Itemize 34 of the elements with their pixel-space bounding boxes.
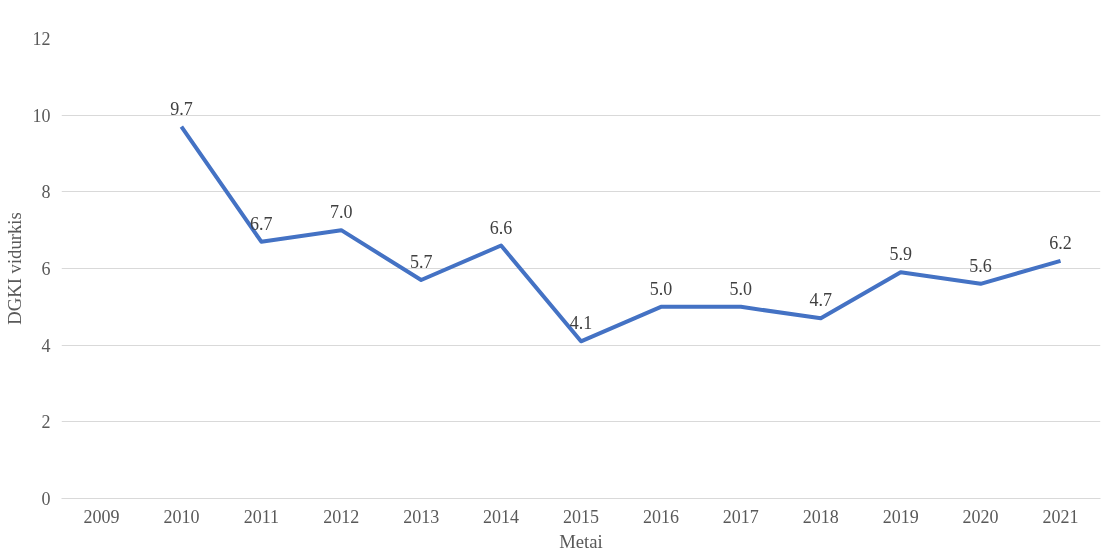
data-label: 6.2 (1049, 232, 1072, 253)
y-axis-title: DGKI vidurkis (3, 212, 25, 325)
data-label: 5.9 (889, 244, 912, 265)
data-label: 5.0 (729, 278, 753, 299)
data-label: 5.6 (969, 255, 992, 276)
x-tick-label: 2018 (802, 506, 839, 527)
x-axis-title: Metai (559, 530, 603, 552)
x-tick-label: 2011 (243, 506, 279, 527)
data-label: 9.7 (170, 98, 193, 119)
y-tick-label: 12 (32, 29, 51, 49)
x-tick-label: 2013 (403, 506, 440, 527)
x-tick-label: 2009 (83, 506, 120, 527)
x-tick-label: 2012 (323, 506, 360, 527)
x-tick-label: 2016 (642, 506, 679, 527)
data-label: 4.7 (809, 290, 833, 311)
data-label: 7.0 (329, 202, 353, 223)
x-tick-label: 2017 (722, 506, 759, 527)
x-tick-label: 2019 (882, 506, 919, 527)
y-tick-label: 0 (41, 489, 51, 509)
data-label: 5.7 (409, 252, 433, 272)
data-label: 4.1 (569, 313, 593, 334)
y-tick-label: 2 (41, 412, 51, 433)
data-label: 6.6 (489, 217, 513, 238)
x-tick-label: 2010 (163, 506, 200, 527)
y-tick-label: 10 (32, 105, 51, 126)
y-tick-label: 4 (41, 335, 51, 356)
x-tick-label: 2020 (962, 506, 999, 527)
y-tick-label: 6 (41, 259, 51, 279)
x-tick-label: 2014 (483, 506, 520, 527)
y-tick-label: 8 (41, 182, 51, 203)
data-label: 6.7 (250, 213, 273, 234)
x-tick-label: 2015 (563, 506, 599, 527)
x-tick-label: 2021 (1042, 506, 1079, 527)
data-label: 5.0 (649, 278, 673, 299)
